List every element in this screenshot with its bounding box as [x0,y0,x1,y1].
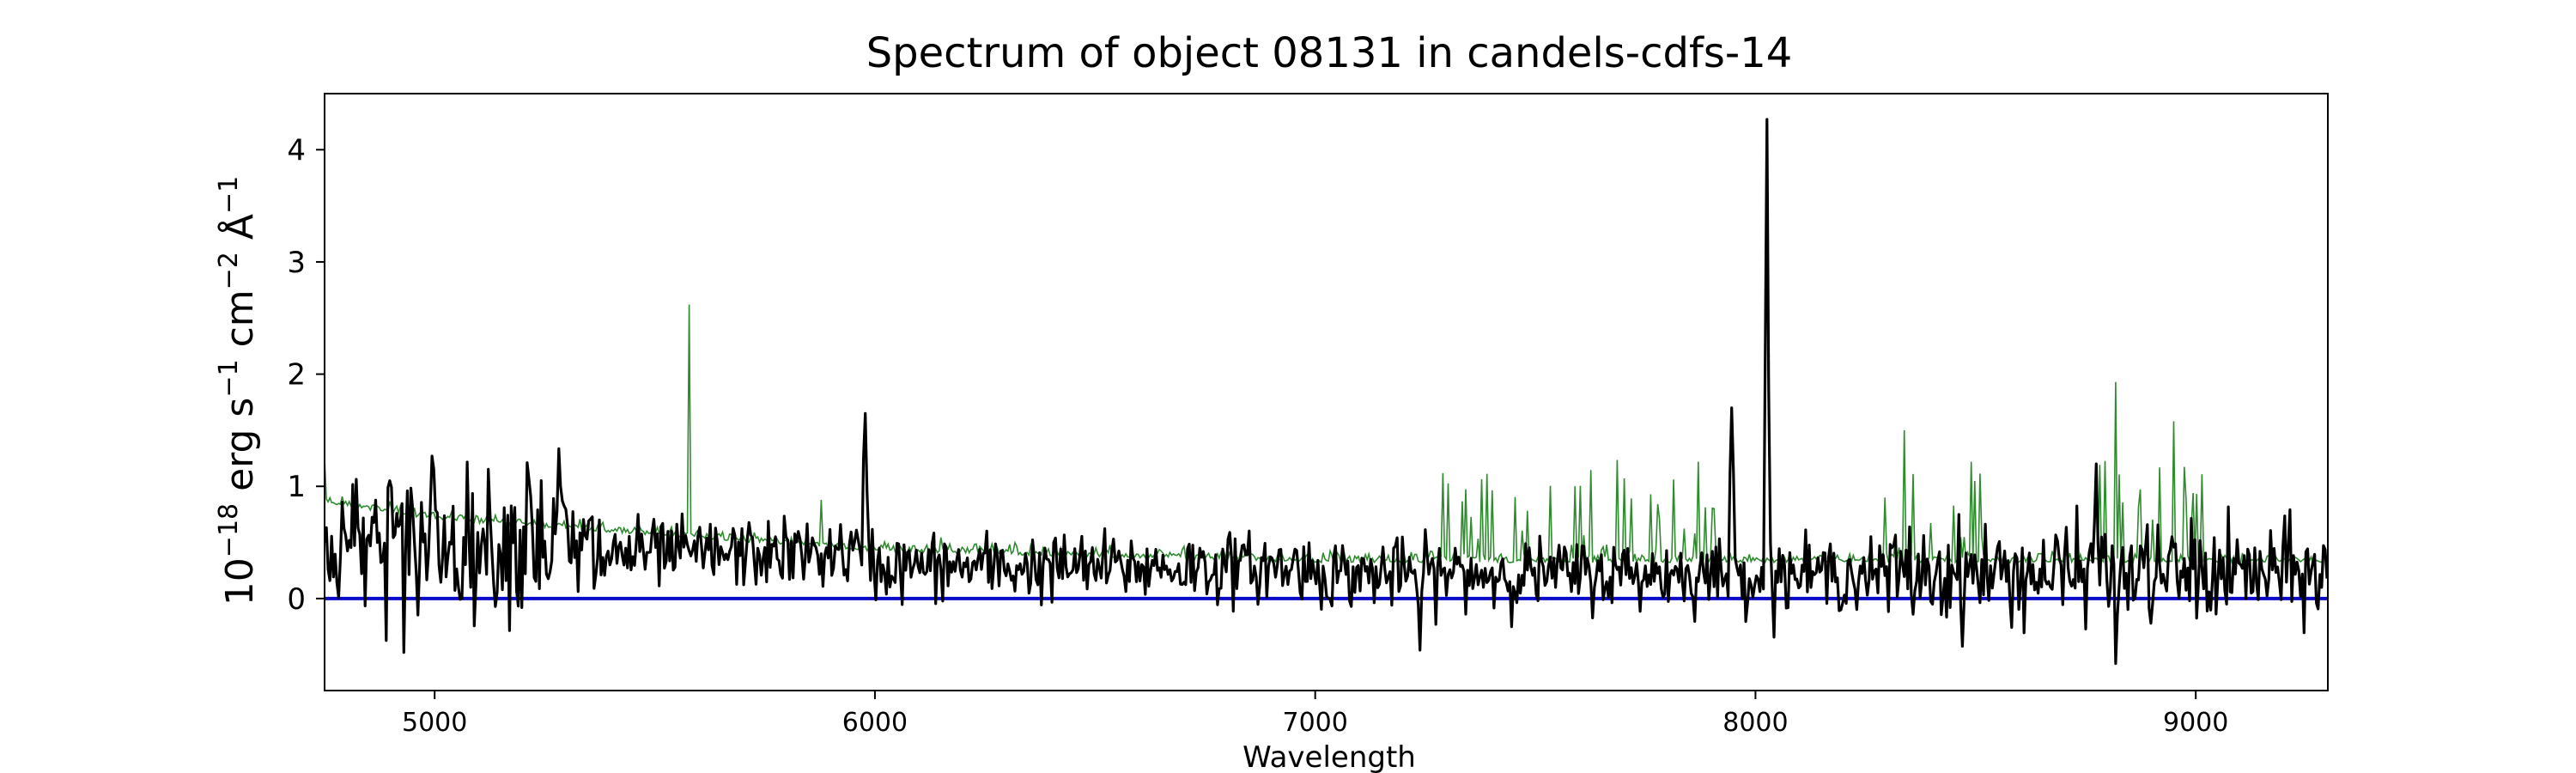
x-tick-label: 5000 [402,708,467,738]
ylabel-base: 10 [218,557,262,606]
chart-title: Spectrum of object 08131 in candels-cdfs… [866,29,1793,77]
series-spectrum [325,118,2328,666]
ylabel-exp2: −1 [214,359,244,397]
y-tick-label: 3 [287,246,306,280]
ylabel-unit2: cm [218,289,262,359]
y-tick-label: 2 [287,358,306,393]
x-tick-label: 7000 [1283,708,1348,738]
x-axis-label: Wavelength [1242,740,1416,773]
y-axis-ticks: 0 1 2 3 4 [287,133,325,617]
y-axis-label: 10−18 erg s−1 cm−2 Å−1 [214,176,262,606]
axes-frame [324,93,2329,691]
y-tick-label: 4 [287,133,306,167]
x-tick-label: 9000 [2163,708,2228,738]
ylabel-unit3: Å [216,214,262,252]
y-tick-label: 1 [287,470,306,504]
ylabel-unit1: erg s [218,398,262,503]
x-axis-ticks: 5000 6000 7000 8000 9000 [402,691,2228,738]
ylabel-exp3: −2 [214,252,244,289]
x-tick-label: 8000 [1722,708,1788,738]
plot-area [325,118,2328,666]
ylabel-exp: −18 [214,503,244,557]
y-tick-label: 0 [287,582,306,617]
ylabel-exp4: −1 [214,176,244,214]
x-tick-label: 6000 [842,708,908,738]
series-error [325,304,2328,565]
